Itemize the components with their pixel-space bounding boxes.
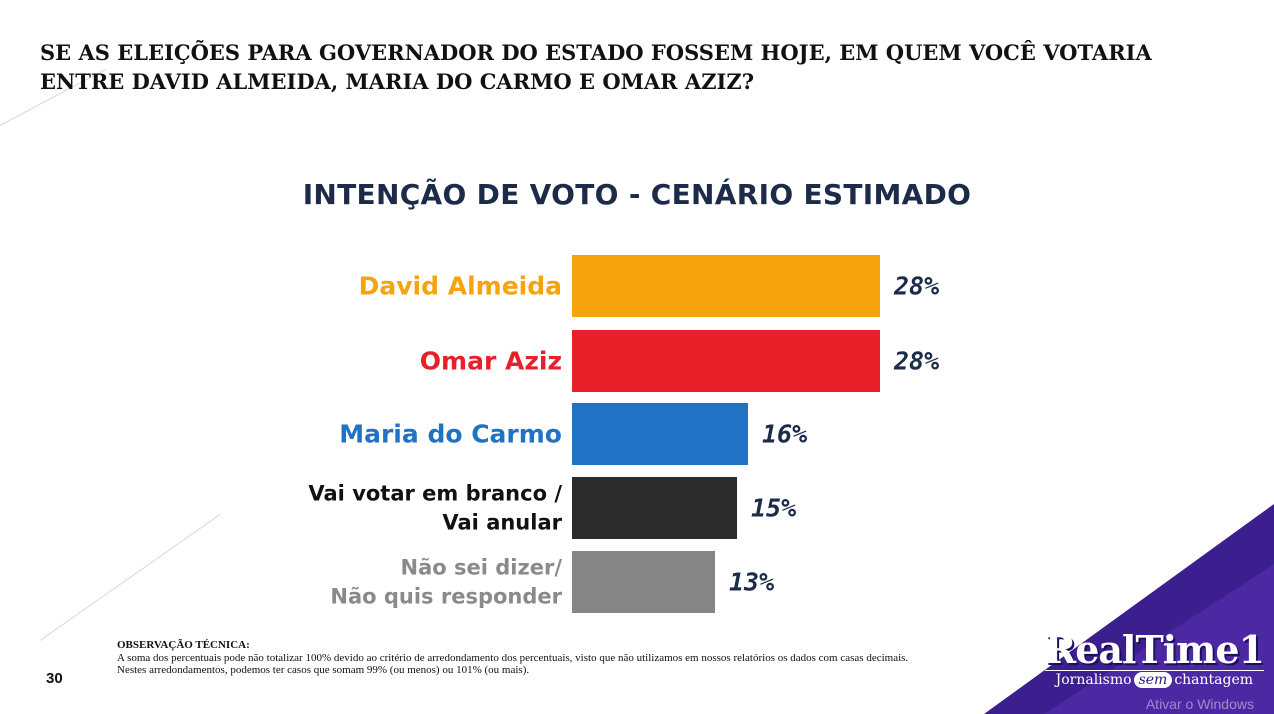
page-number: 30 <box>46 670 63 687</box>
technical-note: OBSERVAÇÃO TÉCNICA: A soma dos percentua… <box>117 639 1077 677</box>
logo-tagline: Jornalismo sem chantagem <box>1044 670 1264 688</box>
logo-tagline-pre: Jornalismo <box>1055 672 1132 688</box>
realtime1-logo: RealTime1 Jornalismo sem chantagem <box>1044 627 1265 688</box>
category-label: Não sei dizer/Não quis responder <box>330 556 562 609</box>
logo-tagline-sem: sem <box>1133 672 1173 688</box>
windows-activation-watermark: Ativar o Windows <box>1145 696 1254 712</box>
bar <box>572 330 880 392</box>
category-label: Omar Aziz <box>420 347 562 376</box>
value-label: 15% <box>751 494 796 523</box>
technical-note-line-1: A soma dos percentuais pode não totaliza… <box>117 651 909 664</box>
corner-decoration <box>1044 564 1274 714</box>
value-label: 28% <box>893 272 939 301</box>
technical-note-line-2: Nestes arredondamentos, podemos ter caso… <box>117 664 530 676</box>
value-label: 13% <box>729 568 774 597</box>
technical-note-title: OBSERVAÇÃO TÉCNICA: <box>117 639 250 651</box>
bar <box>572 403 748 465</box>
category-label: Vai votar em branco / Vai anular <box>308 482 562 535</box>
logo-tagline-post: chantagem <box>1174 672 1254 688</box>
value-label: 28% <box>893 347 939 376</box>
value-label: 16% <box>762 420 807 449</box>
logo-name: RealTime1 <box>1044 627 1265 672</box>
bar <box>572 255 880 317</box>
category-label: Maria do Carmo <box>339 420 562 449</box>
category-label: David Almeida <box>359 272 562 301</box>
bar <box>572 477 737 539</box>
survey-question: SE AS ELEIÇÕES PARA GOVERNADOR DO ESTADO… <box>40 40 1152 94</box>
bar <box>572 551 715 613</box>
chart-title: INTENÇÃO DE VOTO - CENÁRIO ESTIMADO <box>302 178 972 211</box>
